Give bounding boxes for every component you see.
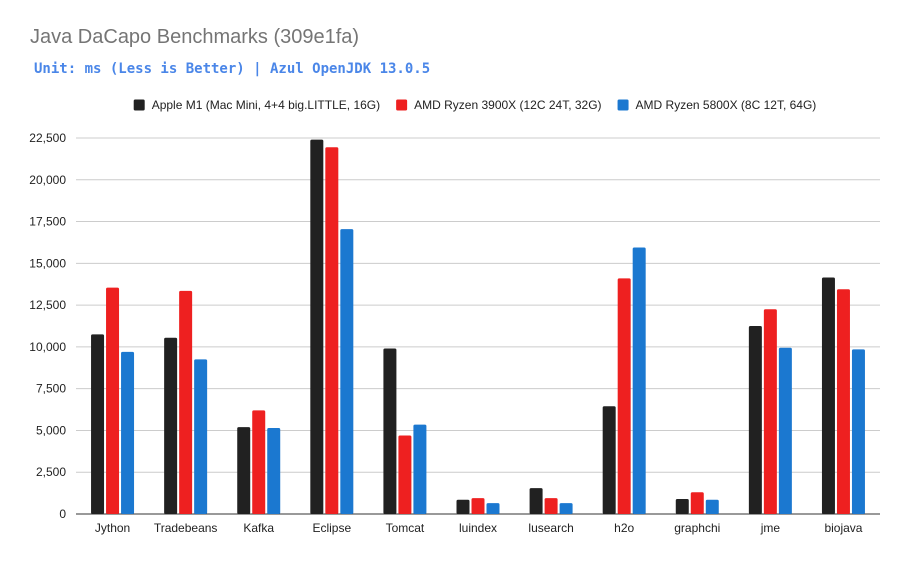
x-tick-label: h2o (614, 521, 634, 535)
legend-swatch (133, 99, 145, 111)
x-tick-label: jme (760, 521, 781, 535)
y-tick-label: 12,500 (29, 298, 66, 312)
x-tick-label: lusearch (528, 521, 573, 535)
y-tick-label: 5,000 (36, 423, 66, 437)
x-tick-label: Tradebeans (154, 521, 218, 535)
bar (836, 289, 850, 514)
x-tick-label: Tomcat (386, 521, 425, 535)
x-tick-label: graphchi (674, 521, 720, 535)
bar (413, 424, 427, 514)
y-tick-label: 7,500 (36, 382, 66, 396)
legend-swatch (617, 99, 629, 111)
bar (237, 427, 251, 514)
chart-title: Java DaCapo Benchmarks (309e1fa) (30, 26, 360, 48)
legend-label: Apple M1 (Mac Mini, 4+4 big.LITTLE, 16G) (152, 98, 380, 112)
bar (267, 427, 281, 514)
bar (252, 410, 266, 514)
bar (559, 503, 573, 514)
bar (91, 334, 105, 514)
y-tick-label: 2,500 (36, 465, 66, 479)
bar (529, 488, 543, 514)
y-tick-label: 17,500 (29, 215, 66, 229)
bar (121, 351, 135, 514)
y-tick-label: 15,000 (29, 256, 66, 270)
bar (851, 349, 865, 514)
chart-subtitle: Unit: ms (Less is Better) | Azul OpenJDK… (34, 61, 431, 77)
bar (617, 278, 631, 514)
x-tick-label: Eclipse (312, 521, 351, 535)
bar (340, 229, 354, 514)
bar (325, 147, 339, 515)
bar (690, 492, 704, 514)
x-tick-label: Kafka (243, 521, 274, 535)
bar (456, 499, 470, 514)
bar (602, 406, 616, 514)
legend-label: AMD Ryzen 5800X (8C 12T, 64G) (636, 98, 817, 112)
bar (778, 347, 792, 514)
y-tick-label: 10,000 (29, 340, 66, 354)
bar (194, 359, 208, 514)
x-tick-label: luindex (459, 521, 497, 535)
bar (763, 309, 777, 514)
bar (675, 498, 689, 514)
y-tick-label: 20,000 (29, 173, 66, 187)
y-tick-label: 0 (59, 507, 66, 521)
bar (310, 139, 324, 514)
bar (471, 498, 485, 514)
bar (821, 277, 835, 514)
bar (748, 326, 762, 514)
bar (383, 348, 397, 514)
x-tick-label: biojava (824, 521, 862, 535)
bar (705, 499, 719, 514)
bar (179, 290, 193, 514)
bar (164, 337, 178, 514)
x-tick-label: Jython (95, 521, 130, 535)
bar (544, 498, 558, 514)
legend-label: AMD Ryzen 3900X (12C 24T, 32G) (414, 98, 601, 112)
bar (106, 287, 120, 514)
legend-swatch (396, 99, 408, 111)
bar (486, 503, 500, 514)
y-tick-label: 22,500 (29, 131, 66, 145)
bar (632, 247, 646, 515)
bar (398, 435, 412, 514)
